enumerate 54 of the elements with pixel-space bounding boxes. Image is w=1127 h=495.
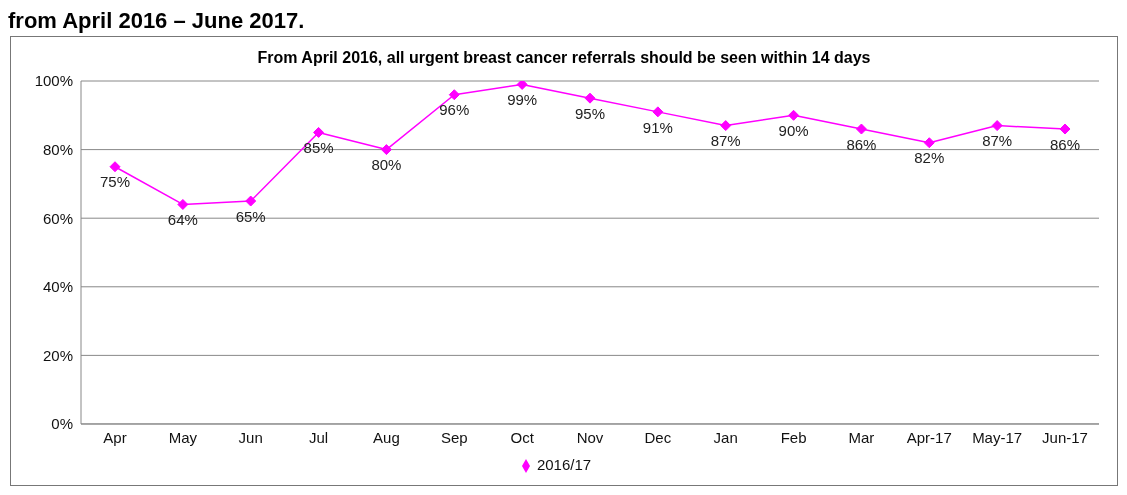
y-tick-label: 40% — [42, 278, 73, 296]
x-tick-label: Nov — [576, 428, 604, 446]
data-label: 99% — [507, 91, 538, 109]
point — [788, 109, 800, 121]
x-tick-label: Apr-17 — [906, 428, 952, 446]
data-label: 82% — [914, 149, 945, 167]
data-label: 75% — [99, 173, 131, 191]
x-tick-label: Jul — [308, 428, 329, 446]
data-label: 95% — [574, 104, 606, 122]
data-label: 90% — [778, 121, 809, 139]
point — [245, 195, 257, 207]
point — [380, 144, 392, 156]
point — [720, 120, 732, 132]
y-tick-label: 20% — [42, 346, 73, 364]
point — [448, 89, 460, 101]
x-tick-label: Sep — [440, 428, 468, 446]
data-label: 91% — [642, 118, 673, 136]
data-label: 87% — [710, 132, 741, 150]
x-tick-label: Feb — [780, 428, 807, 446]
y-tick-label: 60% — [42, 209, 73, 227]
y-tick-label: 0% — [51, 415, 73, 433]
point — [313, 126, 325, 138]
point — [923, 137, 935, 149]
x-tick-label: Oct — [510, 428, 535, 446]
x-tick-label: Aug — [373, 428, 400, 446]
data-label: 96% — [439, 101, 470, 119]
y-tick-label: 80% — [42, 140, 73, 158]
x-tick-label: Jun-17 — [1042, 428, 1088, 446]
data-label: 64% — [167, 211, 198, 229]
data-label: 80% — [371, 156, 402, 174]
point — [1059, 123, 1071, 135]
point — [991, 120, 1003, 132]
point — [109, 161, 121, 173]
x-tick-label: Jun — [238, 428, 263, 446]
x-tick-label: May — [168, 428, 198, 446]
data-label: 86% — [1049, 135, 1081, 153]
data-label: 85% — [303, 139, 334, 157]
legend-label: 2016/17 — [536, 455, 592, 473]
text: from April 2016 – June 2017. — [8, 8, 305, 34]
point — [855, 123, 867, 135]
data-label: 87% — [982, 132, 1013, 150]
y-tick-label: 100% — [34, 72, 73, 90]
data-label: 65% — [235, 207, 266, 225]
point — [177, 198, 189, 210]
x-tick-label: Jan — [713, 428, 738, 446]
point — [516, 81, 528, 90]
x-tick-label: Mar — [848, 428, 875, 446]
point — [652, 106, 664, 118]
point — [584, 92, 596, 104]
chart-title: From April 2016, all urgent breast cancer referrals should be seen within 14 days — [256, 49, 872, 67]
data-label: 86% — [846, 135, 877, 153]
x-tick-label: Apr — [103, 428, 127, 446]
x-tick-label: May-17 — [972, 428, 1023, 446]
x-tick-label: Dec — [644, 428, 672, 446]
